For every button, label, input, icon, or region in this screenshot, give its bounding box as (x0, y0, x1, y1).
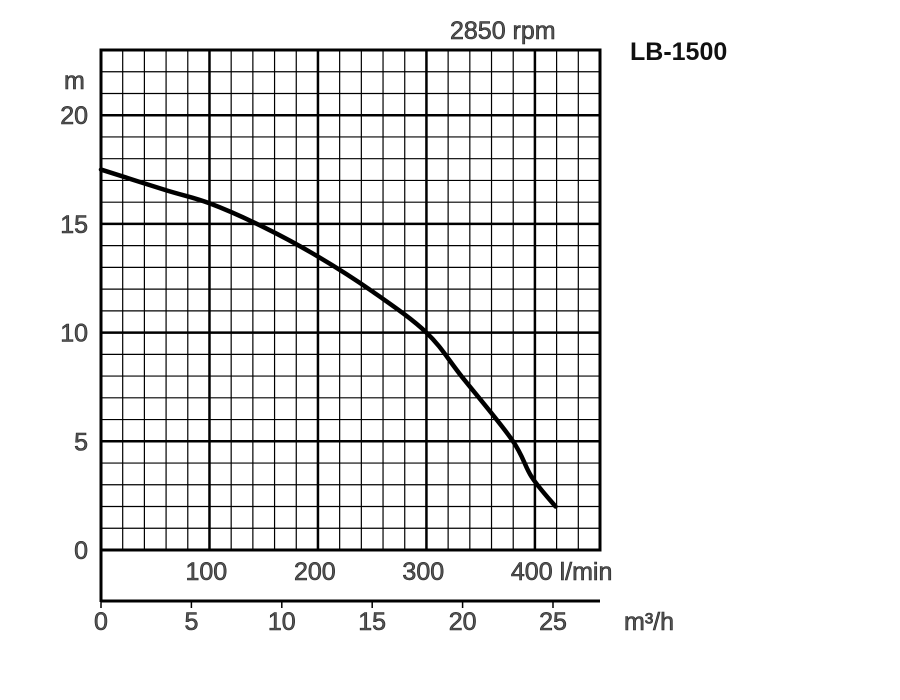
grid (99, 48, 602, 552)
m3h-tick-label: 25 (539, 608, 567, 636)
m3h-tick-label: 10 (268, 608, 296, 636)
m3h-tick-label: 15 (358, 608, 386, 636)
y-tick-label: 5 (74, 428, 88, 456)
m3h-axis: 0 5 10 15 20 25 (94, 550, 600, 636)
m3h-tick-label: 20 (449, 608, 477, 636)
x-tick-labels: 100 200 300 400 l/min (185, 558, 612, 587)
y-tick-label: 15 (60, 211, 88, 239)
rpm-label: 2850 rpm (450, 17, 556, 45)
plot-frame (99, 48, 602, 552)
x-tick-label: 100 (185, 558, 227, 586)
y-tick-labels: 0 5 10 15 20 (60, 102, 88, 565)
x-tick-label: 400 l/min (511, 558, 612, 586)
model-title: LB-1500 (630, 38, 727, 66)
y-tick-label: 20 (60, 102, 88, 130)
m3h-tick-label: 5 (184, 608, 198, 636)
m3h-unit-label: m³/h (624, 608, 674, 636)
y-axis-unit: m (64, 67, 85, 95)
x-tick-label: 200 (294, 558, 336, 586)
y-tick-label: 0 (74, 537, 88, 565)
x-tick-label: 300 (402, 558, 444, 586)
m3h-tick-label: 0 (94, 608, 108, 636)
head-curve-line (98, 167, 558, 509)
y-tick-label: 10 (60, 320, 88, 348)
